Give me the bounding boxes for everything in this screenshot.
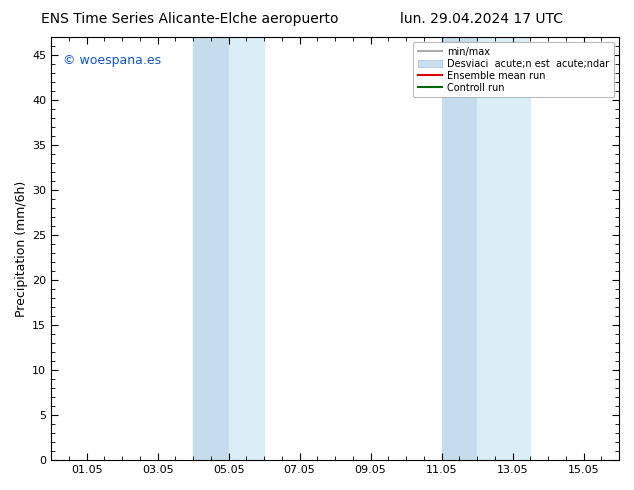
Bar (477, 37, 530, 460)
Legend: min/max, Desviaci  acute;n est  acute;ndar, Ensemble mean run, Controll run: min/max, Desviaci acute;n est acute;ndar… (413, 42, 614, 98)
Y-axis label: Precipitation (mm/6h): Precipitation (mm/6h) (15, 180, 28, 317)
Bar (441, 37, 477, 460)
Bar (229, 37, 264, 460)
Text: lun. 29.04.2024 17 UTC: lun. 29.04.2024 17 UTC (400, 12, 564, 26)
Text: © woespana.es: © woespana.es (63, 54, 160, 67)
Bar (193, 37, 229, 460)
Text: ENS Time Series Alicante-Elche aeropuerto: ENS Time Series Alicante-Elche aeropuert… (41, 12, 339, 26)
